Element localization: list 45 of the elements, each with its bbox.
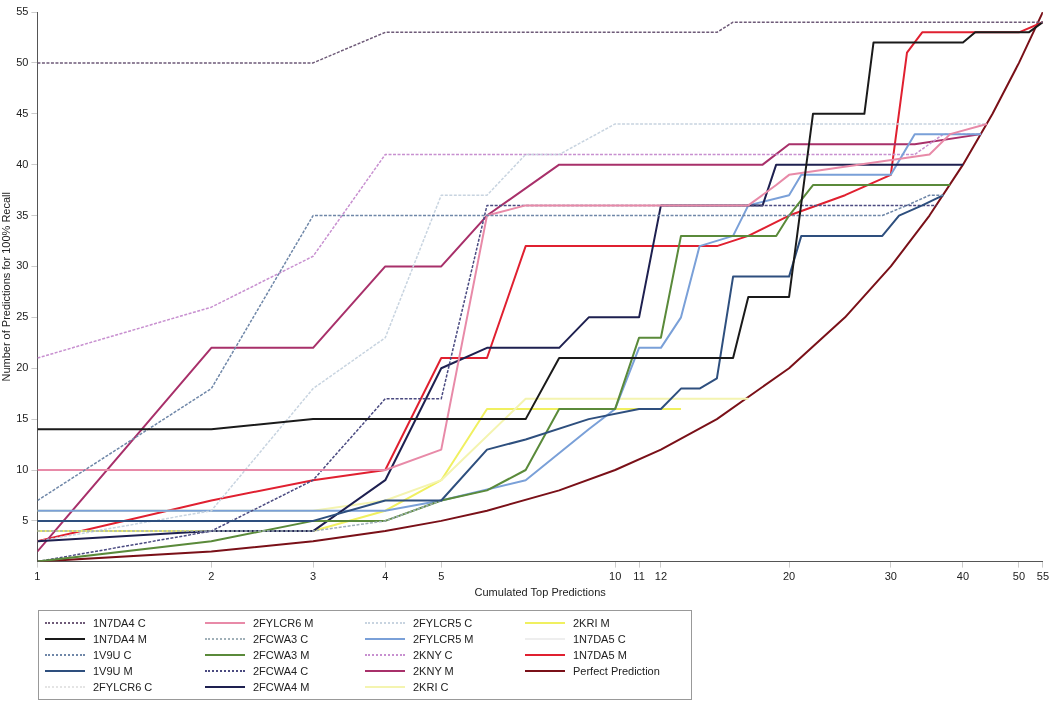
x-tick-label: 1 (34, 570, 41, 583)
legend-label: 2FCWA3 C (253, 633, 309, 645)
y-tick-label: 55 (16, 5, 29, 18)
y-tick-label: 25 (16, 310, 29, 323)
legend-label: 2KRI M (573, 617, 610, 629)
y-tick-label: 5 (22, 513, 29, 526)
x-tick-label: 2 (208, 570, 215, 583)
legend-label: 2FCWA4 M (253, 681, 310, 693)
y-tick-label: 15 (16, 412, 29, 425)
x-tick-label: 30 (884, 570, 897, 583)
legend-label: 1N7DA4 M (93, 633, 147, 645)
x-tick-label: 40 (956, 570, 970, 583)
legend-label: 1N7DA5 M (573, 649, 627, 661)
x-tick-label: 3 (310, 570, 317, 583)
y-axis-title: Number of Predictions for 100% Recall (0, 192, 12, 382)
x-tick-label: 20 (782, 570, 796, 583)
legend-label: Perfect Prediction (573, 665, 660, 677)
legend-label: 2FCWA3 M (253, 649, 310, 661)
y-tick-label: 20 (16, 361, 29, 374)
legend-label: 2KNY M (413, 665, 454, 677)
y-tick-label: 30 (16, 259, 29, 272)
legend-label: 2FYLCR5 M (413, 633, 474, 645)
x-axis-title: Cumulated Top Predictions (474, 586, 607, 599)
y-tick-label: 35 (16, 208, 29, 221)
legend-label: 1N7DA4 C (93, 617, 146, 629)
x-tick-label: 55 (1036, 570, 1050, 583)
legend-label: 1V9U C (93, 649, 132, 661)
legend-label: 2FYLCR6 M (253, 617, 314, 629)
legend-label: 2KNY C (413, 649, 453, 661)
x-tick-label: 5 (438, 570, 445, 583)
legend-label: 2KRI C (413, 681, 449, 693)
x-tick-label: 4 (382, 570, 389, 583)
x-tick-label: 12 (654, 570, 668, 583)
y-tick-label: 45 (16, 106, 29, 119)
y-tick-label: 50 (16, 55, 29, 68)
legend-label: 2FYLCR5 C (413, 617, 473, 629)
legend-label: 2FYLCR6 C (93, 681, 153, 693)
legend-label: 1N7DA5 C (573, 633, 626, 645)
legend-label: 2FCWA4 C (253, 665, 309, 677)
x-tick-label: 10 (609, 570, 622, 583)
x-tick-label: 11 (633, 570, 645, 583)
legend-label: 1V9U M (93, 665, 133, 677)
y-tick-label: 40 (16, 157, 29, 170)
x-tick-label: 50 (1012, 570, 1026, 583)
y-tick-label: 10 (16, 463, 29, 476)
